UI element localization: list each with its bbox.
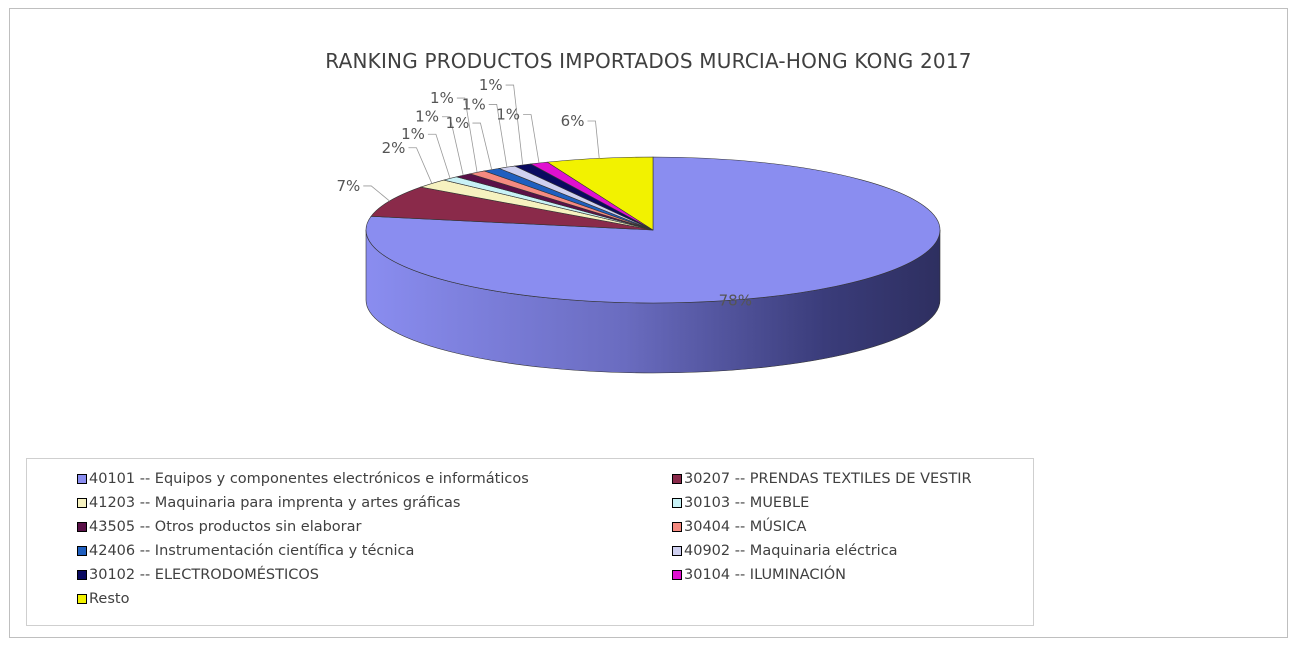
pie-label-4: 1%	[415, 108, 439, 126]
pie-slice-1	[370, 186, 654, 231]
pie-leader-2	[408, 147, 433, 184]
legend-label: 43505 -- Otros productos sin elaborar	[89, 519, 362, 535]
legend-item: 40902 -- Maquinaria eléctrica	[672, 541, 898, 561]
pie-label-6: 1%	[446, 114, 470, 132]
legend-item: 42406 -- Instrumentación científica y té…	[77, 541, 414, 561]
pie-leader-5	[456, 97, 478, 173]
legend-label: 30207 -- PRENDAS TEXTILES DE VESTIR	[684, 471, 972, 487]
chart-title: RANKING PRODUCTOS IMPORTADOS MURCIA-HONG…	[325, 49, 972, 73]
pie-label-10: 6%	[561, 112, 585, 130]
legend-swatch	[77, 594, 87, 604]
legend-swatch	[77, 474, 87, 484]
pie-label-7: 1%	[462, 95, 486, 113]
pie-labels: 78%7%2%1%1%1%1%1%1%1% 6%	[336, 76, 752, 309]
pie-leader-3	[427, 133, 451, 179]
legend-swatch	[77, 522, 87, 532]
legend-swatch	[672, 546, 682, 556]
pie-label-5: 1%	[430, 89, 454, 107]
legend-label: 30103 -- MUEBLE	[684, 495, 810, 511]
legend-item: Resto	[77, 589, 129, 609]
legend-swatch	[77, 498, 87, 508]
pie-leader-1	[363, 185, 390, 202]
legend-item: 41203 -- Maquinaria para imprenta y arte…	[77, 493, 460, 513]
pie-leader-8	[505, 84, 524, 166]
legend-label: 40101 -- Equipos y componentes electróni…	[89, 471, 529, 487]
legend-swatch	[672, 522, 682, 532]
legend-label: 41203 -- Maquinaria para imprenta y arte…	[89, 495, 461, 511]
legend-item: 43505 -- Otros productos sin elaborar	[77, 517, 362, 537]
legend-item: 30404 -- MÚSICA	[672, 517, 806, 537]
legend-item: 30102 -- ELECTRODOMÉSTICOS	[77, 565, 319, 585]
pie-label-8: 1%	[479, 76, 503, 94]
pie-leaders	[363, 84, 600, 202]
legend-swatch	[672, 498, 682, 508]
legend: 40101 -- Equipos y componentes electróni…	[26, 458, 1034, 626]
pie-label-0: 78%	[719, 291, 752, 309]
legend-label: 30102 -- ELECTRODOMÉSTICOS	[89, 567, 320, 583]
pie-leader-4	[441, 116, 464, 176]
legend-swatch	[672, 570, 682, 580]
legend-item: 30104 -- ILUMINACIÓN	[672, 565, 846, 585]
pie-leader-9	[523, 114, 540, 164]
legend-label: Resto	[89, 591, 130, 607]
pie-label-3: 1%	[401, 125, 425, 143]
legend-label: 42406 -- Instrumentación científica y té…	[89, 543, 415, 559]
legend-label: 40902 -- Maquinaria eléctrica	[684, 543, 898, 559]
pie-label-1: 7%	[336, 177, 360, 195]
legend-label: 30104 -- ILUMINACIÓN	[684, 567, 847, 583]
legend-swatch	[77, 546, 87, 556]
pie-top	[365, 156, 941, 304]
pie-leader-7	[488, 104, 508, 168]
pie-label-9: 1%	[496, 106, 520, 124]
legend-label: 30404 -- MÚSICA	[684, 519, 807, 535]
legend-item: 40101 -- Equipos y componentes electróni…	[77, 469, 529, 489]
legend-swatch	[672, 474, 682, 484]
legend-swatch	[77, 570, 87, 580]
legend-item: 30103 -- MUEBLE	[672, 493, 809, 513]
pie-leader-10	[587, 120, 600, 159]
pie-label-2: 2%	[382, 139, 406, 157]
legend-item: 30207 -- PRENDAS TEXTILES DE VESTIR	[672, 469, 972, 489]
pie-leader-6	[472, 122, 493, 170]
